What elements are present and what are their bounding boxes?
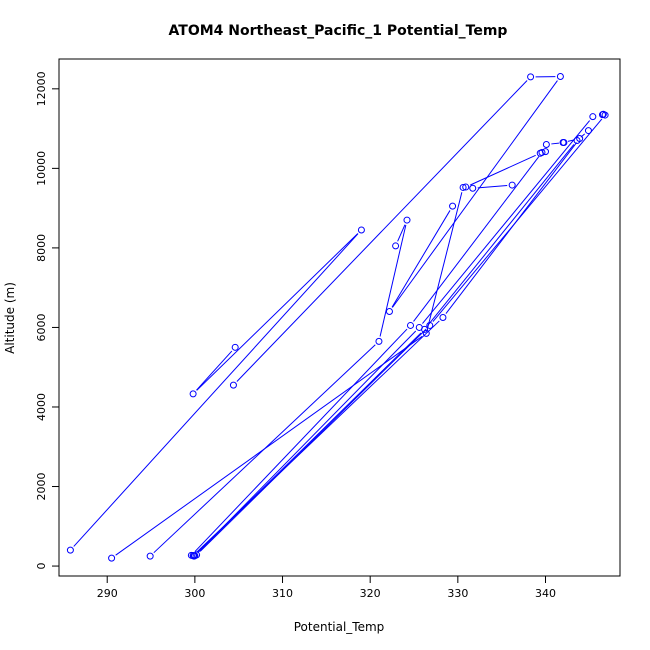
data-point: [403, 216, 411, 224]
x-axis-label: Potential_Temp: [294, 620, 385, 634]
data-point: [375, 337, 383, 345]
data-point: [589, 113, 597, 121]
series-line-segment: [199, 328, 427, 552]
series-line-segment: [391, 210, 451, 308]
data-point: [527, 73, 535, 81]
data-point: [556, 72, 564, 80]
series-line-segment: [413, 156, 540, 322]
data-point: [357, 226, 365, 234]
series-line-segment: [379, 224, 407, 337]
data-point: [541, 148, 549, 156]
series-line-segment: [115, 335, 423, 556]
data-point: [229, 381, 237, 389]
data-point: [449, 202, 457, 210]
data-point: [469, 184, 477, 192]
y-tick-label: 12000: [35, 71, 48, 106]
series-line-segment: [477, 184, 508, 189]
chart-title: ATOM4 Northeast_Pacific_1 Potential_Temp: [169, 23, 508, 39]
series-line-segment: [427, 144, 575, 326]
series-line-segment: [470, 154, 536, 186]
x-tick-label: 310: [272, 587, 293, 600]
data-point: [599, 110, 607, 118]
y-axis: 0 2000 4000 6000 8000 10000 12000: [35, 71, 59, 570]
data-point: [146, 552, 154, 560]
plot-frame: [58, 58, 621, 577]
data-point: [108, 554, 116, 562]
x-tick-label: 300: [184, 587, 205, 600]
data-point: [542, 141, 550, 149]
data-point: [392, 242, 400, 250]
x-tick-label: 340: [535, 587, 556, 600]
data-point: [559, 139, 567, 147]
plot-area: [66, 72, 609, 562]
series-line-segment: [153, 344, 376, 554]
x-tick-label: 320: [360, 587, 381, 600]
series-line-segment: [580, 133, 586, 138]
series-line-segment: [196, 350, 233, 391]
data-point: [415, 323, 423, 331]
series-line-segment: [73, 233, 359, 547]
series-line-segment: [198, 330, 417, 553]
data-point: [189, 552, 197, 560]
series-line-segment: [236, 80, 528, 382]
y-axis-label: Altitude (m): [3, 282, 17, 354]
series-line-segment: [551, 142, 559, 145]
series-line-segment: [392, 80, 558, 308]
data-point: [231, 343, 239, 351]
y-tick-label: 6000: [35, 313, 48, 341]
x-tick-label: 330: [447, 587, 468, 600]
y-tick-label: 10000: [35, 151, 48, 186]
data-point: [189, 390, 197, 398]
data-point: [508, 181, 516, 189]
y-tick-label: 8000: [35, 234, 48, 262]
x-axis: 290 300 310 320 330 340: [97, 576, 556, 600]
series-line-segment: [567, 139, 575, 142]
series-line-segment: [397, 224, 406, 242]
data-point: [385, 308, 393, 316]
data-point: [426, 321, 434, 329]
data-point: [66, 546, 74, 554]
data-point: [439, 314, 447, 321]
data-point: [407, 321, 415, 329]
series-line-segment: [445, 142, 578, 314]
y-tick-label: 0: [35, 563, 48, 570]
series-line-segment: [196, 233, 359, 391]
data-point: [576, 135, 584, 143]
series-line-segment: [427, 192, 463, 329]
y-tick-label: 2000: [35, 473, 48, 501]
series-line-segment: [422, 120, 591, 324]
x-tick-label: 290: [97, 587, 118, 600]
series-line-segment: [196, 320, 440, 553]
data-point: [422, 329, 430, 337]
data-point: [459, 183, 467, 191]
series-line-segment: [194, 328, 408, 553]
data-point: [462, 183, 470, 191]
y-tick-label: 4000: [35, 393, 48, 421]
data-point: [584, 127, 592, 135]
